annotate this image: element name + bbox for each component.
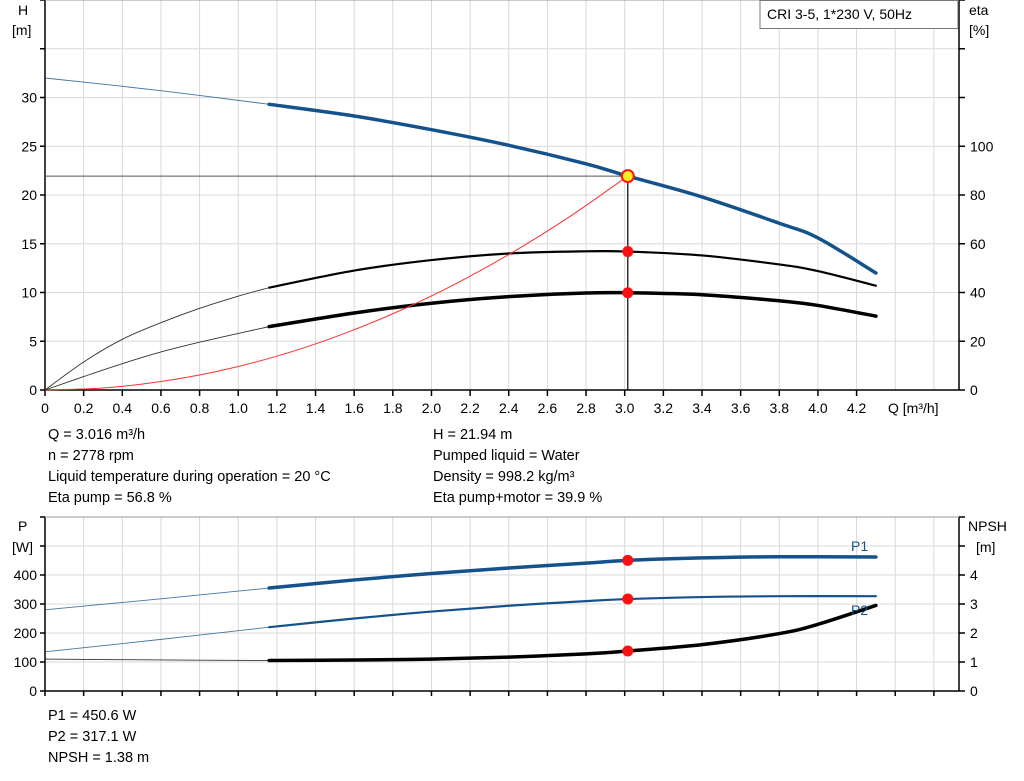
x-tick-label: 2.4 (499, 400, 519, 416)
operating-info: Q = 3.016 m³/h n = 2778 rpm Liquid tempe… (48, 427, 602, 766)
x-tick-label: 2.8 (576, 400, 596, 416)
operating-point-marker (622, 645, 634, 657)
left-tick-label: 0 (29, 683, 37, 699)
top-left-axis-label-2: [m] (12, 22, 31, 38)
left-tick-label: 20 (21, 187, 37, 203)
x-tick-label: 1.4 (306, 400, 326, 416)
right-tick-label: 4 (970, 567, 978, 583)
info-eta-pump: Eta pump = 56.8 % (48, 490, 172, 506)
x-tick-label: 1.8 (383, 400, 403, 416)
left-tick-label: 5 (29, 333, 37, 349)
eta_pump_motor-curve (267, 290, 878, 329)
eta_pump-curve (268, 249, 878, 289)
title-box (759, 0, 959, 29)
x-tick-label: 0.6 (151, 400, 171, 416)
x-tick-label: 1.6 (344, 400, 364, 416)
x-tick-label: 3.4 (692, 400, 712, 416)
info-eta-pump-motor: Eta pump+motor = 39.9 % (433, 490, 602, 506)
right-tick-label: 2 (970, 625, 978, 641)
x-tick-label: 4.2 (847, 400, 867, 416)
x-tick-label: 0.8 (190, 400, 210, 416)
right-tick-label: 20 (970, 333, 986, 349)
bottom-right-axis-label-1: NPSH (968, 518, 1007, 534)
operating-point-marker (622, 246, 634, 258)
eta_pump-curve-extrapolated (44, 287, 270, 391)
p1-series-label: P1 (851, 538, 868, 554)
p1-curve-extrapolated (44, 587, 270, 611)
right-tick-label: 100 (970, 138, 994, 154)
info-n: n = 2778 rpm (48, 448, 134, 464)
p2-series-label: P2 (851, 602, 868, 618)
info-temperature: Liquid temperature during operation = 20… (48, 469, 331, 485)
x-tick-label: 0.2 (74, 400, 94, 416)
p1-curve (267, 554, 878, 590)
right-tick-label: 0 (970, 382, 978, 398)
bottom-left-axis-label-1: P (18, 518, 27, 534)
top-left-axis-label-1: H (18, 2, 28, 18)
left-tick-label: 15 (21, 236, 37, 252)
head-curve (267, 102, 878, 275)
eta_pump_motor-curve-extrapolated (44, 326, 270, 391)
x-tick-label: 3.0 (615, 400, 635, 416)
npsh-curve (267, 603, 878, 663)
left-tick-label: 300 (14, 596, 38, 612)
bottom-left-axis-label-2: [W] (12, 539, 33, 555)
x-tick-label: 2.2 (460, 400, 480, 416)
x-tick-label: 2.6 (538, 400, 558, 416)
x-tick-label: 0.4 (113, 400, 133, 416)
info-liquid: Pumped liquid = Water (433, 448, 580, 464)
npsh-curve-extrapolated (44, 658, 270, 661)
x-tick-label: 3.2 (654, 400, 674, 416)
right-tick-label: 60 (970, 236, 986, 252)
left-tick-label: 0 (29, 382, 37, 398)
right-tick-label: 0 (970, 683, 978, 699)
left-tick-label: 200 (14, 625, 38, 641)
system-curve (44, 175, 629, 391)
x-tick-label: 4.0 (808, 400, 828, 416)
operating-point-marker (622, 593, 634, 605)
bottom-right-axis-label-2: [m] (976, 539, 995, 555)
chart-title: CRI 3-5, 1*230 V, 50Hz (767, 6, 912, 22)
info-p1: P1 = 450.6 W (48, 708, 137, 724)
head-efficiency-chart: 0 5 10 15 20 25 30 0 20 40 60 80 100 0 0.2 0.4 0.6 0.8 1.0… (21, 0, 994, 416)
left-tick-label: 100 (14, 654, 38, 670)
right-tick-label: 3 (970, 596, 978, 612)
operating-point-marker (622, 554, 634, 566)
top-right-axis-label-2: [%] (969, 22, 989, 38)
info-h: H = 21.94 m (433, 427, 512, 443)
x-tick-label: 3.6 (731, 400, 751, 416)
power-npsh-chart: 0 100 200 300 400 0 1 2 3 4 (14, 516, 978, 699)
head-curve-extrapolated (44, 77, 270, 105)
operating-point-marker (622, 287, 634, 299)
right-tick-label: 80 (970, 187, 986, 203)
info-p2: P2 = 317.1 W (48, 729, 137, 745)
left-tick-label: 30 (21, 90, 37, 106)
duty-point-marker (620, 169, 635, 184)
right-tick-label: 1 (970, 654, 978, 670)
top-right-axis-label-1: eta (969, 2, 989, 18)
info-npsh: NPSH = 1.38 m (48, 750, 149, 766)
left-tick-label: 25 (21, 138, 37, 154)
x-axis-label: Q [m³/h] (888, 400, 939, 416)
info-q: Q = 3.016 m³/h (48, 427, 145, 443)
p2-curve (268, 595, 878, 629)
right-tick-label: 40 (970, 285, 986, 301)
info-density: Density = 998.2 kg/m³ (433, 469, 575, 485)
p2-curve-extrapolated (44, 626, 270, 653)
left-tick-label: 10 (21, 285, 37, 301)
x-tick-label: 2.0 (422, 400, 442, 416)
x-tick-label: 1.0 (229, 400, 249, 416)
x-tick-label: 1.2 (267, 400, 287, 416)
x-tick-label: 3.8 (770, 400, 790, 416)
x-tick-label: 0 (41, 400, 49, 416)
left-tick-label: 400 (14, 567, 38, 583)
